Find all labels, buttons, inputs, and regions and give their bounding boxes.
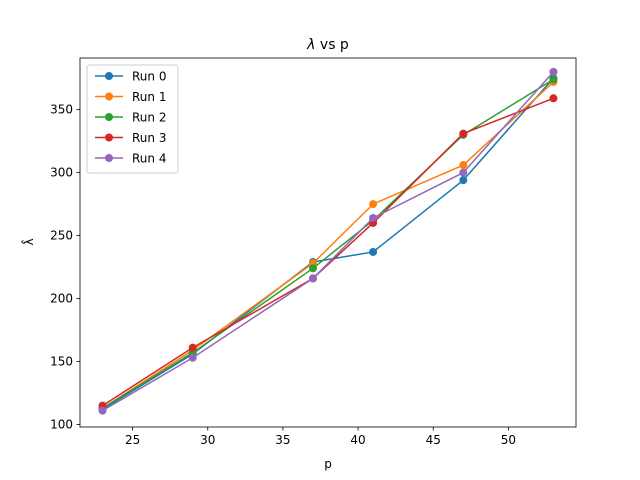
data-point-run-3 [188, 343, 197, 352]
data-point-run-2 [549, 75, 558, 84]
data-point-run-3 [459, 129, 468, 138]
data-point-run-4 [308, 274, 317, 283]
chart-title: λ vs p [306, 37, 349, 53]
y-tick-label: 200 [50, 292, 73, 306]
y-tick-label: 300 [50, 166, 73, 180]
x-tick-label: 25 [125, 433, 140, 447]
legend-marker-run-1 [105, 92, 113, 101]
data-point-run-0 [459, 176, 468, 185]
plot-area-frame [79, 57, 577, 428]
legend-box [86, 64, 179, 174]
series-line-run-4 [102, 71, 555, 412]
axis-ticks: 25 30 35 40 45 50 100 150 200 250 300 350 [50, 103, 516, 447]
data-point-run-0 [369, 247, 378, 256]
y-tick-label: 150 [50, 355, 73, 369]
data-point-run-4 [459, 168, 468, 177]
data-point-run-4 [98, 406, 107, 415]
chart-title-symbol: λ [306, 37, 315, 53]
legend-marker-run-3 [105, 133, 113, 142]
y-tick-label: 100 [50, 417, 73, 431]
x-tick-label: 50 [501, 433, 516, 447]
x-tick-label: 45 [426, 433, 441, 447]
series-line-run-1 [102, 81, 554, 409]
x-axis-label: p [324, 457, 332, 471]
data-point-run-4 [549, 67, 558, 76]
legend-marker-run-4 [105, 154, 113, 162]
legend-marker-run-2 [105, 113, 113, 121]
x-tick-label: 40 [350, 433, 365, 447]
legend-label-run-4: Run 4 [132, 152, 166, 166]
y-axis-label: λ̂ [20, 238, 36, 245]
legend-label-run-3: Run 3 [132, 131, 166, 145]
y-tick-label: 350 [50, 103, 73, 117]
legend-label-run-2: Run 2 [132, 111, 166, 125]
data-point-run-4 [188, 353, 197, 362]
legend-label-run-1: Run 1 [132, 90, 166, 104]
series-line-run-3 [102, 97, 554, 407]
legend-label-run-0: Run 0 [132, 70, 166, 84]
legend-marker-run-0 [105, 72, 113, 80]
x-tick-label: 35 [275, 433, 290, 447]
data-point-run-1 [459, 161, 468, 170]
legend: Run 0 Run 1 Run 2 Run 3 Run 4 [86, 64, 179, 174]
series-lines [98, 67, 558, 415]
chart-title-text: vs p [315, 37, 348, 53]
data-point-run-4 [369, 213, 378, 222]
y-tick-label: 250 [50, 229, 73, 243]
series-line-run-2 [102, 78, 554, 409]
data-point-run-2 [308, 264, 317, 273]
series-line-run-0 [102, 77, 555, 411]
x-tick-label: 30 [200, 433, 215, 447]
data-point-run-3 [549, 94, 558, 103]
data-point-run-1 [369, 200, 378, 209]
